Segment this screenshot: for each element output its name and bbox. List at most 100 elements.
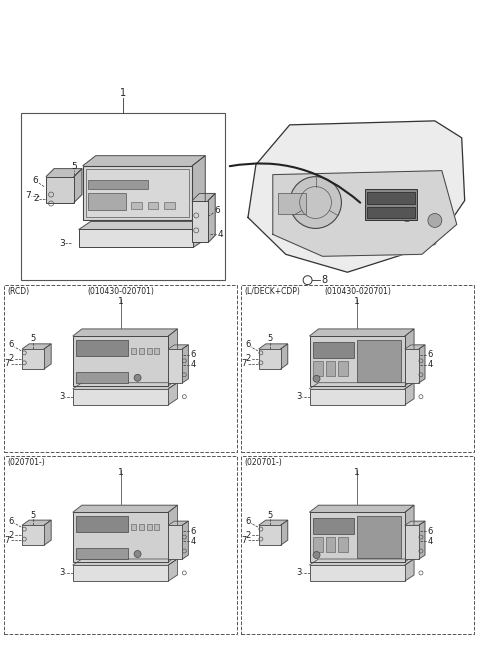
Text: 7: 7 bbox=[241, 359, 247, 369]
Text: 2: 2 bbox=[9, 530, 14, 540]
Circle shape bbox=[428, 213, 442, 228]
Text: 2: 2 bbox=[245, 530, 251, 540]
Text: 3: 3 bbox=[296, 392, 301, 401]
Bar bbox=[76, 548, 128, 559]
Text: 1: 1 bbox=[354, 468, 360, 477]
Bar bbox=[338, 361, 348, 376]
Text: 3: 3 bbox=[60, 569, 65, 577]
Polygon shape bbox=[310, 383, 414, 389]
Bar bbox=[365, 188, 417, 220]
Text: (020701-): (020701-) bbox=[244, 458, 282, 467]
Text: 8: 8 bbox=[322, 275, 327, 285]
Text: (020701-): (020701-) bbox=[7, 458, 45, 467]
Bar bbox=[241, 456, 474, 634]
Text: 6: 6 bbox=[427, 526, 432, 536]
Bar bbox=[88, 192, 126, 211]
Bar bbox=[310, 512, 405, 562]
Text: 6: 6 bbox=[214, 206, 220, 215]
Bar bbox=[131, 524, 136, 530]
Bar bbox=[76, 516, 128, 532]
Bar bbox=[21, 113, 225, 280]
Text: 7: 7 bbox=[25, 191, 31, 200]
Text: 4: 4 bbox=[427, 360, 432, 369]
Bar bbox=[168, 349, 182, 383]
Polygon shape bbox=[405, 521, 425, 525]
Polygon shape bbox=[22, 520, 51, 525]
Text: 5: 5 bbox=[267, 511, 273, 520]
Circle shape bbox=[290, 177, 341, 228]
Bar bbox=[73, 512, 168, 562]
Text: 5: 5 bbox=[31, 511, 36, 520]
Polygon shape bbox=[310, 505, 414, 512]
Polygon shape bbox=[83, 156, 205, 166]
Polygon shape bbox=[405, 329, 414, 385]
Bar bbox=[338, 537, 348, 552]
Bar bbox=[79, 229, 193, 248]
Polygon shape bbox=[281, 520, 288, 545]
Polygon shape bbox=[405, 383, 414, 405]
Bar bbox=[155, 524, 159, 530]
Text: 6: 6 bbox=[9, 517, 14, 526]
Text: 2: 2 bbox=[34, 194, 39, 203]
Text: 7: 7 bbox=[5, 359, 10, 369]
Polygon shape bbox=[192, 156, 205, 220]
Polygon shape bbox=[405, 505, 414, 562]
Text: 3: 3 bbox=[296, 569, 301, 577]
Polygon shape bbox=[44, 344, 51, 369]
Bar bbox=[278, 192, 306, 214]
Text: 4: 4 bbox=[217, 230, 223, 239]
Polygon shape bbox=[79, 222, 205, 229]
Bar bbox=[146, 524, 152, 530]
Bar bbox=[83, 166, 192, 220]
Bar bbox=[86, 168, 189, 218]
Bar bbox=[4, 456, 237, 634]
Bar bbox=[310, 389, 405, 405]
Bar bbox=[405, 525, 419, 559]
Bar bbox=[405, 349, 419, 383]
Polygon shape bbox=[273, 171, 457, 256]
Bar bbox=[367, 192, 415, 203]
Text: 4: 4 bbox=[427, 536, 432, 545]
Polygon shape bbox=[46, 168, 82, 177]
Polygon shape bbox=[248, 121, 465, 272]
Polygon shape bbox=[168, 559, 178, 581]
Text: 4: 4 bbox=[191, 360, 196, 369]
Bar bbox=[22, 349, 44, 369]
Polygon shape bbox=[44, 520, 51, 545]
Bar bbox=[357, 340, 401, 382]
Bar bbox=[312, 342, 354, 358]
Text: 6: 6 bbox=[427, 350, 432, 359]
Bar bbox=[325, 361, 336, 376]
Polygon shape bbox=[405, 559, 414, 581]
Polygon shape bbox=[259, 520, 288, 525]
Text: 6: 6 bbox=[9, 341, 14, 350]
Polygon shape bbox=[259, 344, 288, 349]
Polygon shape bbox=[192, 194, 215, 201]
Text: 3: 3 bbox=[60, 392, 65, 401]
Polygon shape bbox=[208, 194, 215, 242]
Bar bbox=[73, 565, 168, 581]
Text: 2: 2 bbox=[9, 354, 14, 363]
Polygon shape bbox=[405, 345, 425, 349]
Polygon shape bbox=[419, 521, 425, 559]
Circle shape bbox=[313, 375, 320, 382]
Polygon shape bbox=[168, 345, 188, 349]
Text: 5: 5 bbox=[31, 335, 36, 343]
Polygon shape bbox=[168, 383, 178, 405]
Bar bbox=[131, 348, 136, 354]
Text: 2: 2 bbox=[245, 354, 251, 363]
Text: 6: 6 bbox=[191, 350, 196, 359]
Bar bbox=[147, 202, 158, 209]
Text: 5: 5 bbox=[71, 162, 77, 171]
Bar bbox=[76, 340, 128, 356]
Polygon shape bbox=[182, 521, 188, 559]
Bar bbox=[155, 348, 159, 354]
Polygon shape bbox=[73, 383, 178, 389]
Text: 7: 7 bbox=[241, 536, 247, 545]
Bar bbox=[73, 336, 168, 385]
Polygon shape bbox=[419, 345, 425, 383]
Text: 3: 3 bbox=[59, 239, 65, 248]
Text: 1: 1 bbox=[118, 468, 123, 477]
Bar bbox=[165, 202, 175, 209]
Bar bbox=[312, 361, 323, 376]
